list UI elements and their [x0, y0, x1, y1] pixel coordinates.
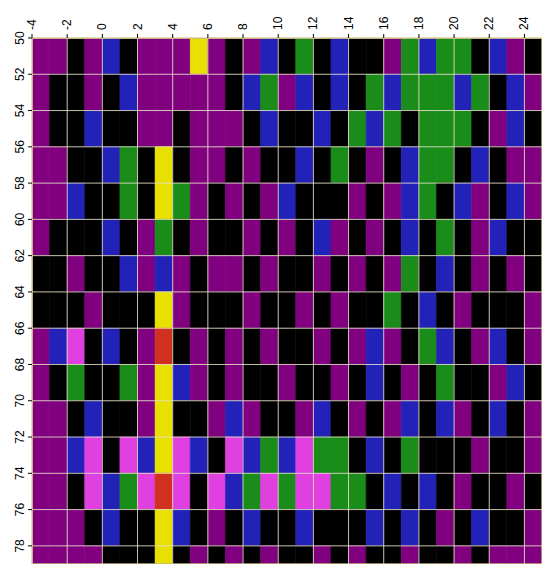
svg-text:8: 8 — [236, 23, 250, 30]
svg-text:60: 60 — [13, 212, 27, 226]
svg-text:68: 68 — [13, 357, 27, 371]
svg-text:50: 50 — [13, 31, 27, 45]
svg-text:-2: -2 — [60, 19, 74, 30]
svg-text:62: 62 — [13, 249, 27, 263]
svg-text:20: 20 — [447, 16, 461, 30]
svg-text:72: 72 — [13, 430, 27, 444]
svg-text:52: 52 — [13, 67, 27, 81]
svg-text:0: 0 — [95, 23, 109, 30]
svg-text:54: 54 — [13, 104, 27, 118]
svg-text:16: 16 — [377, 16, 391, 30]
svg-text:10: 10 — [271, 16, 285, 30]
svg-text:12: 12 — [306, 16, 320, 30]
svg-text:24: 24 — [517, 16, 531, 30]
svg-text:22: 22 — [482, 16, 496, 30]
svg-text:64: 64 — [13, 285, 27, 299]
svg-text:14: 14 — [342, 16, 356, 30]
svg-text:18: 18 — [412, 16, 426, 30]
svg-text:56: 56 — [13, 140, 27, 154]
svg-text:58: 58 — [13, 176, 27, 190]
svg-text:6: 6 — [201, 23, 215, 30]
svg-text:66: 66 — [13, 321, 27, 335]
svg-text:76: 76 — [13, 503, 27, 517]
svg-text:-4: -4 — [25, 19, 39, 30]
svg-text:2: 2 — [131, 23, 145, 30]
svg-text:74: 74 — [13, 466, 27, 480]
svg-text:70: 70 — [13, 394, 27, 408]
svg-text:78: 78 — [13, 539, 27, 553]
svg-text:4: 4 — [166, 23, 180, 30]
